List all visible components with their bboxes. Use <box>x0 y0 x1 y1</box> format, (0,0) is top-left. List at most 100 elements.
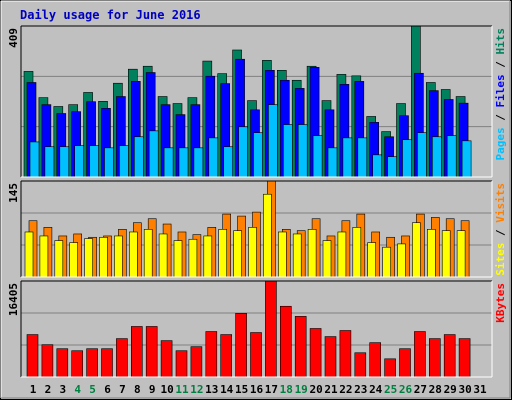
bar <box>337 231 347 278</box>
x-tick-label: 5 <box>89 383 96 396</box>
bar <box>41 344 54 378</box>
legend-entry: KBytes <box>494 283 507 323</box>
bar <box>402 139 412 178</box>
bar <box>208 137 219 178</box>
x-tick-label: 12 <box>190 383 203 396</box>
x-tick-label: 29 <box>444 383 457 396</box>
legend: Pages / Files / Hits <box>494 28 507 161</box>
bar <box>263 193 272 278</box>
y-tick-label: 145 <box>7 183 20 203</box>
bar <box>134 136 144 178</box>
bar <box>24 231 34 278</box>
bar <box>114 235 123 278</box>
y-tick-label: 16405 <box>7 283 20 316</box>
bar <box>282 124 293 178</box>
bar <box>384 358 396 378</box>
bar <box>173 240 183 278</box>
bar <box>292 233 302 278</box>
x-tick-label: 30 <box>458 383 471 396</box>
bar <box>441 230 451 278</box>
bar <box>190 346 203 378</box>
bar <box>431 136 442 178</box>
bar <box>218 229 227 278</box>
x-tick-label: 28 <box>429 383 442 396</box>
bar <box>29 141 40 178</box>
bar <box>193 147 204 178</box>
bar <box>205 331 218 378</box>
x-tick-label: 8 <box>134 383 141 396</box>
bar <box>220 334 232 378</box>
bar <box>143 229 153 278</box>
x-tick-label: 3 <box>59 383 66 396</box>
bar <box>357 137 368 178</box>
bar <box>44 146 55 178</box>
bar <box>277 231 287 278</box>
bar <box>387 156 397 178</box>
x-tick-label: 25 <box>384 383 397 396</box>
x-tick-label: 11 <box>175 383 189 396</box>
bar <box>461 140 472 178</box>
bar <box>175 350 188 378</box>
bar <box>426 229 436 278</box>
bar <box>89 145 99 178</box>
bar <box>265 280 277 378</box>
bar <box>59 146 70 178</box>
x-tick-label: 19 <box>295 383 308 396</box>
legend-separator: / <box>494 223 507 243</box>
x-tick-label: 21 <box>324 383 338 396</box>
x-tick-label: 31 <box>473 383 487 396</box>
bar <box>324 336 337 378</box>
bar <box>104 147 114 178</box>
x-tick-label: 2 <box>45 383 52 396</box>
bar <box>414 331 426 378</box>
bar <box>119 145 129 178</box>
bar <box>428 338 441 378</box>
legend-entry: Visits <box>494 183 507 223</box>
bar <box>74 145 84 178</box>
bar <box>116 338 128 378</box>
x-tick-label: 23 <box>354 383 367 396</box>
bar <box>399 348 411 378</box>
bar <box>250 332 262 378</box>
bar <box>69 242 78 278</box>
x-tick-label: 1 <box>30 383 37 396</box>
bar <box>203 235 213 278</box>
bar <box>84 238 93 278</box>
bar <box>279 305 292 378</box>
bar <box>342 137 353 178</box>
x-tick-label: 13 <box>205 383 218 396</box>
bar <box>238 126 248 178</box>
x-tick-label: 24 <box>369 383 383 396</box>
bar <box>397 243 406 278</box>
bar <box>101 348 113 378</box>
bar <box>446 135 457 178</box>
bar <box>412 222 421 278</box>
bar <box>39 235 49 278</box>
bar <box>54 240 64 278</box>
bar <box>352 227 362 278</box>
x-tick-label: 4 <box>74 383 81 396</box>
bar <box>367 242 377 278</box>
bar <box>382 246 391 278</box>
bar <box>327 147 338 178</box>
bar <box>129 231 138 278</box>
bar <box>312 135 323 178</box>
bar <box>456 230 466 278</box>
x-tick-label: 14 <box>220 383 234 396</box>
bar <box>158 233 168 278</box>
bar <box>160 340 173 378</box>
bar <box>253 132 263 178</box>
bar <box>145 326 158 378</box>
legend-separator: / <box>494 108 507 128</box>
bar <box>248 227 257 278</box>
bar <box>233 230 242 278</box>
x-tick-label: 16 <box>250 383 264 396</box>
bar <box>86 348 98 378</box>
bar <box>178 147 189 178</box>
x-tick-label: 20 <box>309 383 322 396</box>
bar <box>26 334 39 378</box>
x-tick-label: 17 <box>265 383 278 396</box>
bar <box>309 328 322 378</box>
bar <box>56 348 69 378</box>
y-tick-label: 409 <box>7 28 20 48</box>
